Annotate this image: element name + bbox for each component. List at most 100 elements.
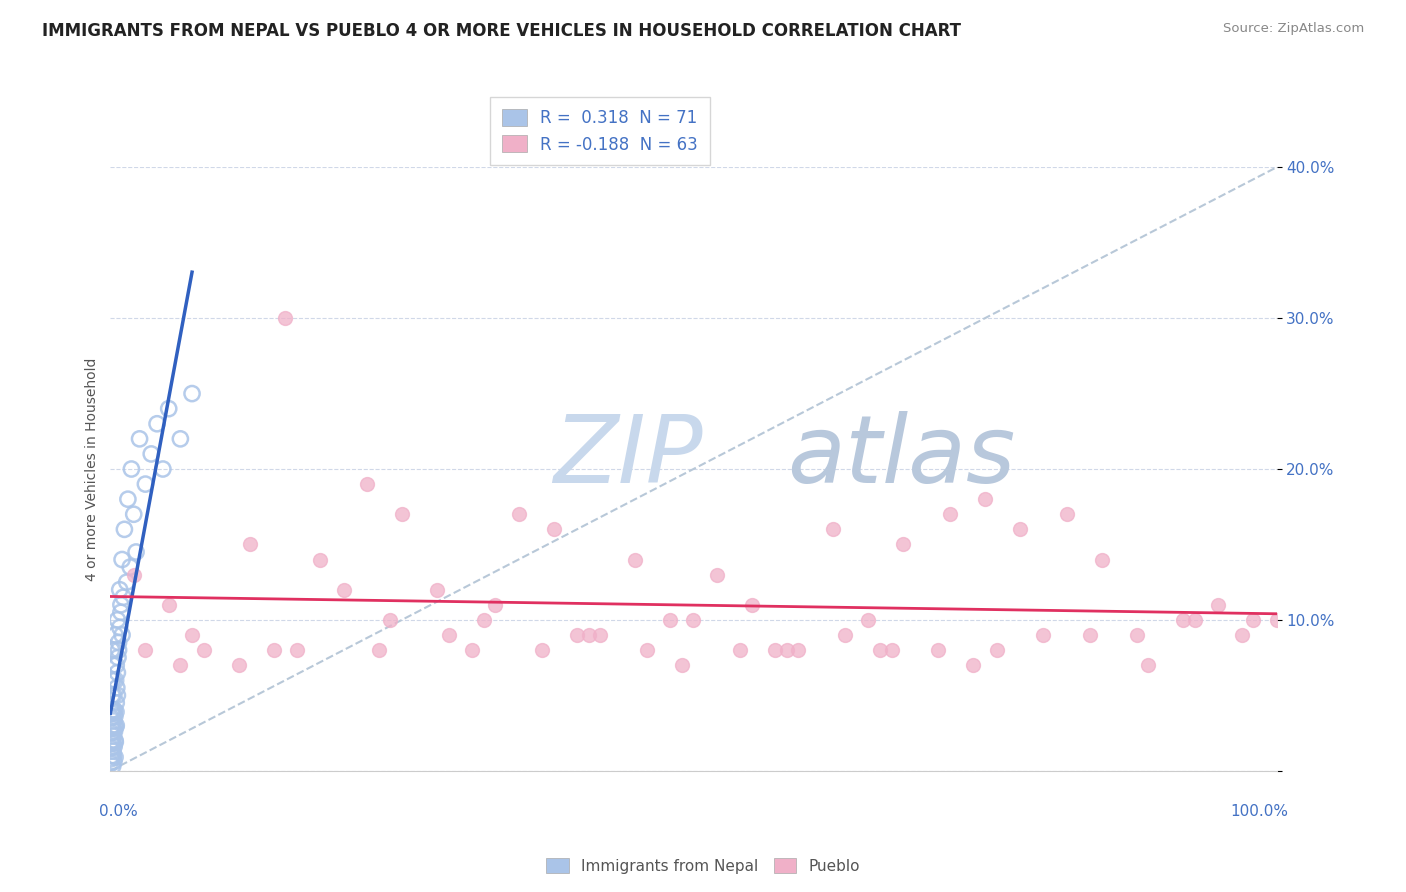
Point [671, 658, 693, 673]
Point [128, 432, 150, 446]
Point [1265, 613, 1288, 627]
Text: 100.0%: 100.0% [1230, 804, 1288, 819]
Point [120, 560, 142, 574]
Point [100, 741, 122, 756]
Point [1091, 552, 1114, 566]
Point [105, 696, 128, 710]
Point [103, 714, 125, 728]
Point [1008, 522, 1031, 536]
Point [1056, 508, 1078, 522]
Point [105, 705, 128, 719]
Point [356, 477, 378, 491]
Point [122, 567, 145, 582]
Point [108, 620, 131, 634]
Point [157, 598, 180, 612]
Text: IMMIGRANTS FROM NEPAL VS PUEBLO 4 OR MORE VEHICLES IN HOUSEHOLD CORRELATION CHAR: IMMIGRANTS FROM NEPAL VS PUEBLO 4 OR MOR… [42, 22, 962, 40]
Point [1184, 613, 1206, 627]
Point [125, 545, 148, 559]
Point [100, 643, 122, 657]
Point [103, 729, 125, 743]
Point [1230, 628, 1253, 642]
Point [728, 643, 751, 657]
Point [104, 628, 127, 642]
Point [974, 492, 997, 507]
Point [105, 681, 128, 695]
Point [858, 613, 880, 627]
Point [228, 658, 250, 673]
Point [101, 703, 124, 717]
Point [391, 508, 413, 522]
Point [472, 613, 495, 627]
Point [110, 605, 132, 619]
Point [101, 706, 124, 721]
Point [107, 650, 129, 665]
Text: Source: ZipAtlas.com: Source: ZipAtlas.com [1223, 22, 1364, 36]
Text: atlas: atlas [787, 411, 1015, 502]
Point [103, 688, 125, 702]
Point [1137, 658, 1160, 673]
Point [101, 748, 124, 763]
Point [103, 643, 125, 657]
Point [157, 401, 180, 416]
Point [100, 673, 122, 688]
Point [367, 643, 389, 657]
Point [169, 432, 191, 446]
Point [508, 508, 530, 522]
Point [104, 720, 127, 734]
Point [101, 688, 124, 702]
Point [1173, 613, 1195, 627]
Point [117, 492, 139, 507]
Point [962, 658, 984, 673]
Point [530, 643, 553, 657]
Point [380, 613, 402, 627]
Point [1125, 628, 1147, 642]
Point [100, 703, 122, 717]
Point [115, 575, 138, 590]
Point [100, 756, 122, 771]
Point [103, 748, 125, 763]
Point [1206, 598, 1229, 612]
Point [107, 665, 129, 680]
Point [111, 552, 134, 566]
Point [880, 643, 903, 657]
Point [332, 582, 354, 597]
Point [101, 733, 124, 747]
Point [274, 311, 297, 326]
Legend: Immigrants from Nepal, Pueblo: Immigrants from Nepal, Pueblo [540, 852, 866, 880]
Point [181, 386, 204, 401]
Legend: R =  0.318  N = 71, R = -0.188  N = 63: R = 0.318 N = 71, R = -0.188 N = 63 [491, 97, 710, 165]
Point [108, 582, 131, 597]
Point [1241, 613, 1264, 627]
Point [181, 628, 204, 642]
Point [101, 759, 124, 773]
Point [834, 628, 856, 642]
Point [776, 643, 799, 657]
Point [636, 643, 658, 657]
Point [107, 643, 129, 657]
Point [101, 718, 124, 732]
Point [461, 643, 484, 657]
Point [1032, 628, 1054, 642]
Point [787, 643, 810, 657]
Point [107, 688, 129, 702]
Point [763, 643, 786, 657]
Text: 0.0%: 0.0% [98, 804, 138, 819]
Point [589, 628, 612, 642]
Point [939, 508, 962, 522]
Point [112, 591, 135, 605]
Point [104, 735, 127, 749]
Point [101, 722, 124, 736]
Point [120, 462, 142, 476]
Point [103, 673, 125, 688]
Point [107, 635, 129, 649]
Point [986, 643, 1008, 657]
Point [103, 755, 125, 769]
Point [103, 724, 125, 739]
Point [111, 628, 134, 642]
Point [134, 477, 156, 491]
Point [309, 552, 332, 566]
Point [741, 598, 763, 612]
Point [104, 733, 127, 747]
Y-axis label: 4 or more Vehicles in Household: 4 or more Vehicles in Household [86, 358, 100, 581]
Point [437, 628, 460, 642]
